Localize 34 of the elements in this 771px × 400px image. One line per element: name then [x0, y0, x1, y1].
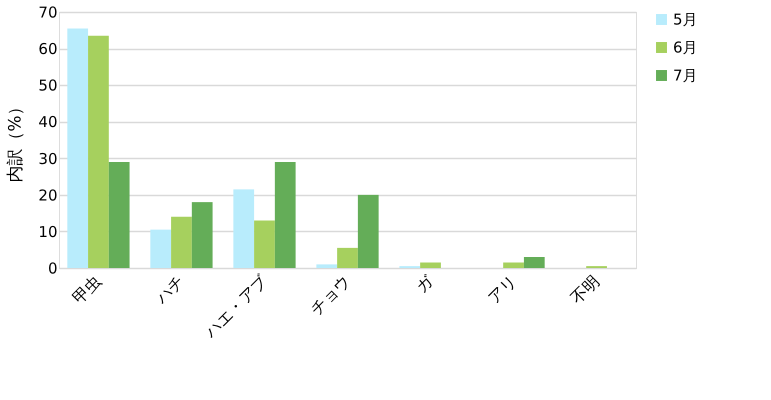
x-tick-label: 不明: [566, 271, 603, 308]
x-tick-label: チョウ: [306, 271, 354, 319]
x-tick-label: アリ: [484, 271, 520, 308]
y-tick-label: 30: [38, 150, 58, 168]
bar: [108, 162, 130, 268]
x-tick-label: ハエ・アブ: [200, 270, 272, 342]
y-tick-label: 50: [38, 76, 58, 95]
legend-label: 7月: [673, 66, 698, 84]
bar: [67, 28, 88, 268]
x-tick-label: 甲虫: [68, 271, 105, 308]
legend-label: 5月: [673, 10, 698, 28]
bar: [88, 36, 109, 268]
x-tick-label: ガ: [412, 270, 438, 296]
bar: [420, 262, 441, 268]
y-tick-label: 40: [38, 113, 58, 132]
bar: [274, 162, 296, 268]
y-tick-label: 10: [38, 222, 58, 241]
bar: [233, 189, 254, 268]
y-tick-label: 60: [38, 40, 58, 58]
bar: [316, 264, 338, 268]
bar: [171, 216, 192, 268]
bar: [503, 262, 524, 268]
bar: [358, 194, 379, 268]
y-tick-label: 70: [38, 4, 58, 22]
bar: [192, 202, 213, 268]
bar: [150, 230, 172, 268]
y-tick-label: 20: [38, 186, 58, 204]
bar: [337, 248, 358, 268]
x-tick-label: ハチ: [151, 271, 188, 308]
y-axis-title: 内訳（%）: [5, 98, 26, 183]
bar: [524, 257, 545, 268]
y-tick-label: 0: [48, 260, 58, 278]
legend-label: 6月: [673, 38, 698, 56]
bar: [254, 220, 275, 268]
